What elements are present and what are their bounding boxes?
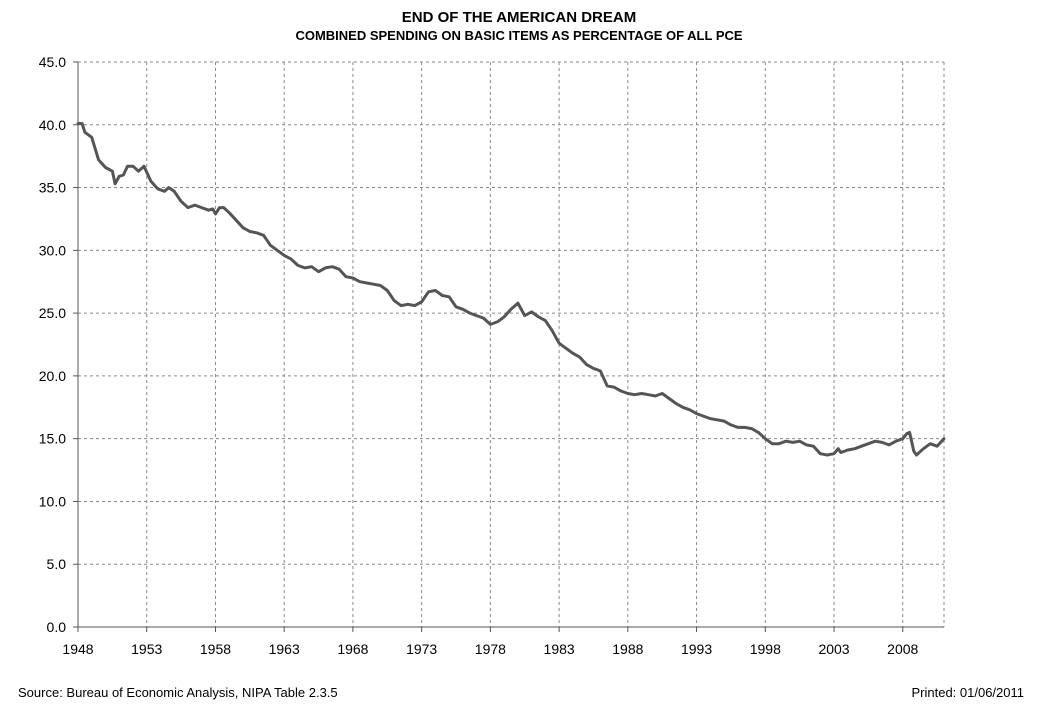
source-note: Source: Bureau of Economic Analysis, NIP… — [18, 685, 338, 700]
x-tick-label: 1978 — [475, 641, 506, 657]
x-tick-label: 1983 — [544, 641, 575, 657]
x-tick-label: 1968 — [337, 641, 368, 657]
y-tick-label: 35.0 — [39, 180, 66, 196]
printed-date: Printed: 01/06/2011 — [911, 685, 1024, 700]
y-tick-label: 40.0 — [39, 117, 66, 133]
y-tick-label: 25.0 — [39, 305, 66, 321]
y-tick-label: 15.0 — [39, 431, 66, 447]
series-group — [76, 122, 946, 457]
x-tick-label: 1988 — [612, 641, 643, 657]
y-tick-label: 30.0 — [39, 242, 66, 258]
x-axis-ticks: 1948 1953 1958 1963 1968 1973 1978 1983 1988 1993… — [62, 641, 918, 657]
x-tick-label: 2008 — [887, 641, 918, 657]
x-tick-label: 2003 — [818, 641, 849, 657]
chart-title: END OF THE AMERICAN DREAM — [401, 9, 637, 26]
y-tick-label: 0.0 — [47, 619, 67, 635]
x-tick-label: 1973 — [406, 641, 437, 657]
y-tick-label: 5.0 — [47, 556, 67, 572]
x-tick-label: 1958 — [200, 641, 231, 657]
x-tick-label: 1993 — [681, 641, 712, 657]
chart-subtitle: COMBINED SPENDING ON BASIC ITEMS AS PERC… — [295, 28, 743, 43]
y-tick-label: 10.0 — [39, 493, 66, 509]
y-axis-ticks: 0.0 5.0 10.0 15.0 20.0 25.0 30.0 35.0 40.0 45.0 — [39, 54, 66, 635]
x-tick-label: 1998 — [750, 641, 781, 657]
gridlines — [78, 61, 945, 627]
y-tick-label: 45.0 — [39, 54, 66, 70]
x-tick-label: 1948 — [62, 641, 93, 657]
y-tick-label: 20.0 — [39, 368, 66, 384]
axes — [73, 61, 944, 632]
x-tick-label: 1953 — [131, 641, 162, 657]
x-tick-label: 1963 — [269, 641, 300, 657]
series-line — [76, 122, 946, 457]
